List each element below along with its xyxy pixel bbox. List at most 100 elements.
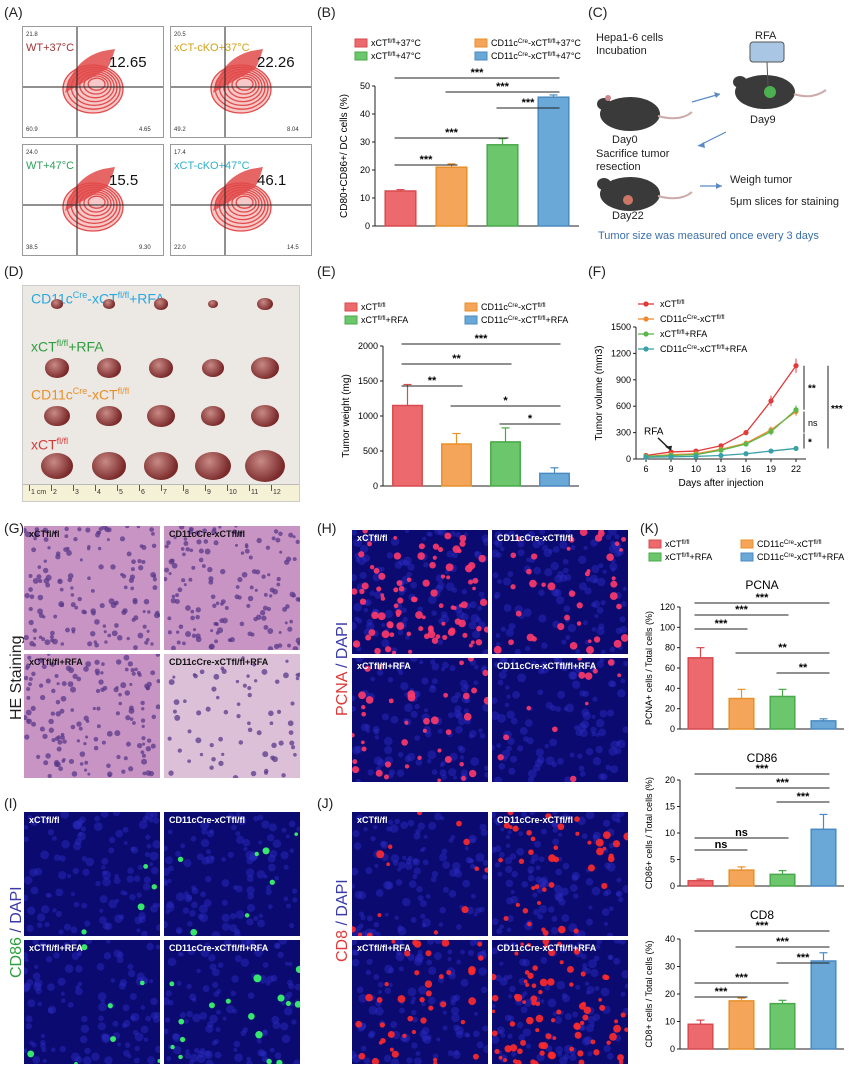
y-tick-label: 80 [665,643,675,653]
dapi-nucleus [562,862,570,870]
stained-cell [177,856,184,863]
nucleus [183,541,189,546]
dapi-nucleus [380,566,385,572]
dapi-nucleus [165,990,172,997]
dapi-nucleus [150,997,158,1006]
dapi-nucleus [542,544,549,552]
stained-cell [361,746,367,752]
dapi-nucleus [384,912,389,917]
y-tick-label: 0 [373,481,378,491]
nucleus [126,551,132,557]
dapi-nucleus [407,987,417,997]
nucleus [174,598,180,604]
dapi-nucleus [494,974,502,982]
stained-cell [542,887,547,892]
nucleus [142,771,147,776]
stained-cell [553,856,560,863]
dapi-nucleus [381,623,386,628]
row-label-text: xCT [31,436,57,453]
row-label-text: -xCT [87,386,118,403]
stained-cell [369,564,375,570]
y-tick-label: 10 [665,1017,675,1027]
dapi-nucleus [266,834,275,842]
nucleus [290,745,296,750]
legend-sup: Cre [687,344,698,351]
nucleus [187,759,191,764]
stained-cell [623,832,628,841]
nucleus [58,601,65,608]
dapi-nucleus [175,892,185,902]
legend-swatch [344,315,358,325]
stained-cell [512,1059,518,1064]
stained-cell [407,693,416,702]
dapi-nucleus [423,834,428,839]
dapi-nucleus [201,828,208,835]
nucleus [140,750,145,755]
dapi-nucleus [410,581,418,589]
dapi-nucleus [147,1056,155,1064]
dapi-nucleus [374,735,380,740]
dapi-nucleus [149,851,159,861]
dapi-nucleus [398,861,406,869]
nucleus [123,654,130,661]
nucleus [202,528,207,534]
nucleus [152,585,158,591]
dapi-nucleus [414,735,421,741]
nucleus [85,661,92,667]
dapi-nucleus [291,1019,297,1025]
dapi-nucleus [394,915,399,920]
dapi-nucleus [123,1019,131,1028]
tumor-sample [251,404,279,428]
nucleus [213,673,220,680]
nucleus [130,586,135,591]
nucleus [59,708,65,714]
dapi-nucleus [373,728,380,735]
stained-cell [461,775,466,781]
tumor-photo: CD11cCre-xCTfl/fl+RFA xCTfl/fl+RFA CD11cCr… [22,285,300,502]
nucleus [55,551,61,556]
dapi-nucleus [85,857,95,867]
legend-sup: fl/fl [717,344,725,351]
stained-cell [578,671,586,679]
nucleus [54,759,60,766]
nucleus [63,547,68,552]
legend-label: xCTfl/fl+37°C [371,38,421,48]
stained-cell [532,965,538,971]
dapi-nucleus [123,840,128,845]
dapi-nucleus [552,1011,557,1016]
dapi-nucleus [374,1006,384,1016]
nucleus [284,621,288,625]
dapi-nucleus [446,550,454,558]
stained-cell [433,930,439,935]
y-tick-label: 40 [360,109,370,119]
stained-cell [389,1047,394,1052]
panel-label-k: (K) [640,520,659,536]
stained-cell [446,970,452,975]
stained-cell [472,586,476,591]
nucleus [199,669,205,675]
nucleus [61,681,67,687]
dapi-nucleus [373,921,380,928]
dapi-nucleus [352,830,360,838]
nucleus [255,614,262,620]
stained-cell [377,665,383,671]
dapi-nucleus [113,949,122,958]
dapi-nucleus [383,736,393,746]
dapi-nucleus [545,756,555,766]
dapi-nucleus [409,658,418,663]
nucleus [25,709,32,716]
nucleus [61,759,65,763]
dapi-nucleus [562,813,570,821]
tile-label: CD11cCre-xCTfl/fl+RFA [169,943,269,953]
dapi-nucleus [390,715,399,724]
nucleus [211,756,216,762]
nucleus [64,534,69,539]
dapi-nucleus [440,666,446,672]
micrograph-texture [24,812,160,936]
dapi-nucleus [449,665,456,672]
stained-cell [157,1059,160,1063]
dapi-nucleus [236,835,245,844]
nucleus [123,756,128,761]
stained-cell [596,847,604,856]
y-tick-label: 20 [665,989,675,999]
